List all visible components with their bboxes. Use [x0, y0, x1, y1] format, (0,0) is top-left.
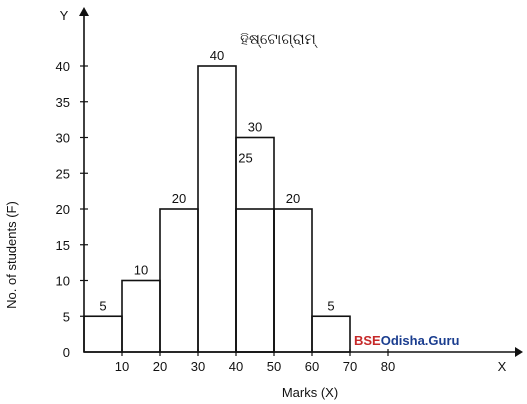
y-tick-label: 40 — [56, 59, 70, 74]
bar-value-label: 5 — [99, 298, 106, 313]
bar-value-label: 40 — [210, 48, 224, 63]
x-axis-letter: X — [498, 359, 507, 374]
y-axis-title: No. of students (F) — [4, 201, 19, 309]
x-tick-label: 10 — [115, 359, 129, 374]
histogram-bar — [83, 315, 123, 353]
x-axis-arrow — [515, 347, 523, 357]
histogram-bar — [235, 136, 275, 353]
y-tick-label: 30 — [56, 131, 70, 146]
histogram-bars — [83, 65, 351, 353]
watermark-part-2: Odisha. — [381, 333, 429, 348]
y-tick-label: 10 — [56, 274, 70, 289]
histogram-bar — [273, 208, 313, 353]
y-axis-arrow — [79, 7, 89, 16]
y-tick-label: 25 — [56, 166, 70, 181]
watermark-part-3: Guru — [428, 333, 459, 348]
y-tick-label: 15 — [56, 238, 70, 253]
x-axis-title: Marks (X) — [282, 385, 338, 400]
watermark-part-1: BSE — [354, 333, 381, 348]
bar-value-label: 5 — [327, 298, 334, 313]
x-tick-label: 60 — [305, 359, 319, 374]
annotation-label: 25 — [238, 151, 252, 166]
bar-value-label: 30 — [248, 120, 262, 135]
bar-value-label: 20 — [286, 191, 300, 206]
origin-label: 0 — [63, 345, 70, 360]
histogram-bar — [311, 315, 351, 353]
histogram-bar — [159, 208, 199, 353]
x-tick-label: 20 — [153, 359, 167, 374]
overlap-rectangle — [235, 208, 275, 353]
x-tick-label: 70 — [343, 359, 357, 374]
chart-title: ହିଷ୍ଟୋଗ୍ରାମ୍ — [240, 30, 318, 48]
y-axis-letter: Y — [60, 8, 69, 23]
axes — [79, 7, 523, 357]
y-tick-label: 20 — [56, 202, 70, 217]
histogram-bar — [121, 279, 161, 353]
y-tick-label: 35 — [56, 95, 70, 110]
x-tick-label: 40 — [229, 359, 243, 374]
bar-value-label: 10 — [134, 263, 148, 278]
histogram-bar — [197, 65, 237, 353]
watermark: BSEOdisha.Guru — [354, 333, 460, 348]
x-tick-label: 80 — [381, 359, 395, 374]
bar-value-label: 20 — [172, 191, 186, 206]
x-tick-label: 50 — [267, 359, 281, 374]
chart-labels: 5 10 20 40 30 20 5 25 5 10 15 20 25 30 35 40 10 20 30 40 50 6… — [4, 8, 507, 400]
x-tick-label: 30 — [191, 359, 205, 374]
y-tick-label: 5 — [63, 309, 70, 324]
